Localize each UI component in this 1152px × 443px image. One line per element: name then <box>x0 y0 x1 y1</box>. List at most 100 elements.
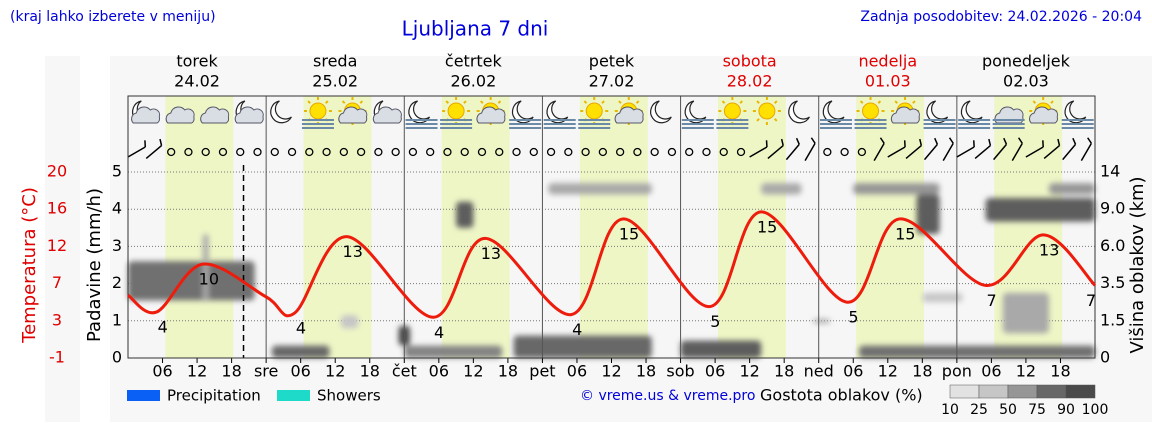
sun <box>447 102 465 120</box>
sun-ray <box>497 100 502 104</box>
cloud-layer <box>1002 292 1049 334</box>
y2-tick-label: 3.5 <box>1100 273 1125 292</box>
weather-icon <box>440 97 473 129</box>
weather-icon <box>819 100 852 129</box>
temperature-tick-label: 12 <box>47 236 67 255</box>
legend-label: Precipitation <box>167 387 261 405</box>
cloud-layer <box>202 234 209 303</box>
wind-calm <box>512 147 521 157</box>
barb-tick <box>1042 140 1044 148</box>
density-label: 25 <box>970 402 988 418</box>
temperature-label: 4 <box>158 317 168 336</box>
weather-icon <box>509 100 542 129</box>
density-swatch <box>1065 384 1096 399</box>
weather-icon <box>372 100 402 124</box>
day-name: nedelja <box>858 52 917 71</box>
weather-icon <box>923 100 956 129</box>
y2-tick-label: 0 <box>1100 348 1110 367</box>
wind-calm <box>305 147 314 157</box>
left-panel <box>45 56 80 422</box>
weather-icon <box>543 100 576 129</box>
barb-tick <box>973 140 975 148</box>
temperature-line <box>127 210 1097 319</box>
barb-tick <box>948 137 954 144</box>
sun-ray <box>894 100 898 104</box>
weather-icon <box>854 97 887 129</box>
day-name: četrtek <box>445 52 503 71</box>
daylight-band <box>717 96 786 358</box>
wind-barb <box>974 138 992 160</box>
wind-calm <box>253 147 262 157</box>
wind-calm <box>702 147 711 157</box>
wind-calm <box>685 147 694 157</box>
wind-barb <box>873 137 885 162</box>
wind-calm <box>391 147 400 157</box>
x-tick-label: ned <box>804 362 834 381</box>
weather-icon <box>1029 97 1059 125</box>
barb-staff <box>1080 142 1093 162</box>
density-label: 50 <box>999 402 1017 418</box>
x-tick-label: 06 <box>567 362 587 381</box>
weather-icon <box>234 100 264 124</box>
sun-ray <box>445 100 450 104</box>
wind-calm <box>322 147 331 157</box>
sun-ray <box>601 100 605 104</box>
weather-icon <box>131 100 161 124</box>
sun-ray <box>859 100 864 104</box>
sun-ray <box>341 100 346 104</box>
weather-icon <box>788 100 810 124</box>
density-swatch <box>1036 384 1067 399</box>
barb-staff <box>749 146 768 158</box>
barb-staff <box>905 144 922 160</box>
y-tick-label: 5 <box>112 162 122 181</box>
wind-row <box>127 137 1093 162</box>
barb-tick <box>1057 138 1061 146</box>
wind-calm <box>270 147 279 157</box>
weather-icon <box>716 97 749 129</box>
temperature-label: 10 <box>199 270 219 289</box>
x-tick-label: pet <box>529 362 555 381</box>
weather-icon <box>200 106 230 124</box>
sun-ray <box>756 118 760 122</box>
x-tick-label: 06 <box>429 362 449 381</box>
cloud-layer <box>680 340 762 358</box>
day-name: torek <box>176 52 218 71</box>
barb-tick <box>810 137 816 144</box>
cloud-layer <box>128 261 255 301</box>
x-tick-label: sob <box>666 362 694 381</box>
wind-barb <box>956 140 975 158</box>
sun <box>723 102 741 120</box>
y-tick-label: 3 <box>112 236 122 255</box>
temperature-label: 13 <box>343 242 363 261</box>
sun <box>758 102 776 120</box>
temperature-tick-label: 3 <box>52 310 62 329</box>
barb-staff <box>873 142 885 162</box>
legend-label: Showers <box>317 387 381 405</box>
weather-icon <box>681 100 714 129</box>
sun-ray <box>756 100 760 104</box>
x-tick-label: 12 <box>1016 362 1036 381</box>
sun-ray <box>773 100 778 104</box>
wind-calm <box>564 147 573 157</box>
wind-barb <box>1025 140 1044 158</box>
barb-tick <box>903 140 906 148</box>
cloud-legend-title: Gostota oblakov (%) <box>760 386 923 405</box>
y-tick-label: 2 <box>112 273 122 292</box>
barb-staff <box>1011 142 1023 162</box>
cloud <box>338 106 368 124</box>
credit: © vreme.us & vreme.pro <box>580 388 755 404</box>
day-name: petek <box>589 52 635 71</box>
barb-tick <box>879 137 885 144</box>
cloud-layer <box>340 315 359 329</box>
density-label: 90 <box>1057 402 1075 418</box>
daylight-band <box>165 96 234 358</box>
weather-icon <box>476 97 506 125</box>
x-tick-label: 12 <box>463 362 483 381</box>
sun-ray <box>480 100 484 104</box>
sun-ray <box>463 100 467 104</box>
barb-staff <box>956 146 975 158</box>
plot-frame <box>127 95 1096 359</box>
weather-icon <box>1061 100 1094 129</box>
x-tick-label: 18 <box>774 362 794 381</box>
x-tick-label: 18 <box>221 362 241 381</box>
